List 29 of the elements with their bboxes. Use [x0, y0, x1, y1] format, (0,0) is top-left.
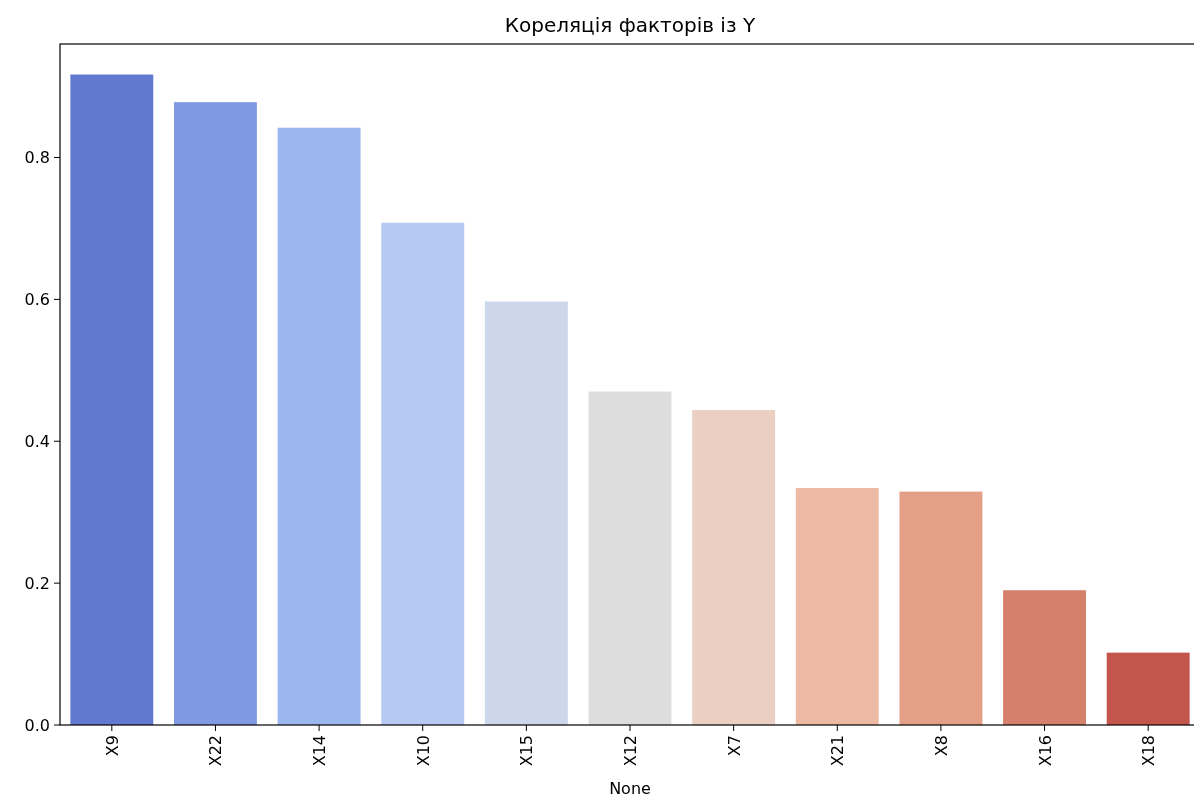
- x-tick-label: X15: [517, 735, 537, 767]
- bar: [484, 301, 568, 725]
- bar: [277, 127, 361, 725]
- x-axis-title: None: [609, 779, 651, 798]
- x-tick-label: X18: [1139, 735, 1159, 767]
- x-tick-label: X10: [413, 735, 433, 767]
- bar: [174, 102, 257, 725]
- x-tick-label: X16: [1035, 735, 1055, 767]
- bar: [381, 222, 465, 725]
- bar: [588, 391, 672, 725]
- bar: [692, 410, 776, 725]
- y-tick-label: 0.0: [24, 715, 50, 735]
- x-tick-label: X22: [206, 735, 226, 767]
- x-tick-label: X14: [310, 735, 330, 767]
- x-tick-label: X12: [621, 735, 640, 767]
- bar: [795, 488, 879, 725]
- bar: [70, 74, 154, 725]
- chart-title: Кореляція факторів із Y: [504, 13, 756, 37]
- x-tick-label: X9: [102, 735, 122, 757]
- y-tick-label: 0.2: [24, 573, 50, 593]
- x-tick-label: X21: [828, 735, 848, 767]
- y-tick-label: 0.6: [24, 289, 50, 309]
- y-tick-label: 0.4: [24, 431, 50, 451]
- x-tick-label: X7: [724, 735, 744, 757]
- bar: [899, 491, 983, 725]
- y-tick-label: 0.8: [24, 148, 50, 168]
- bar: [1003, 590, 1086, 725]
- x-tick-label: X8: [931, 735, 951, 757]
- bar: [1106, 652, 1190, 725]
